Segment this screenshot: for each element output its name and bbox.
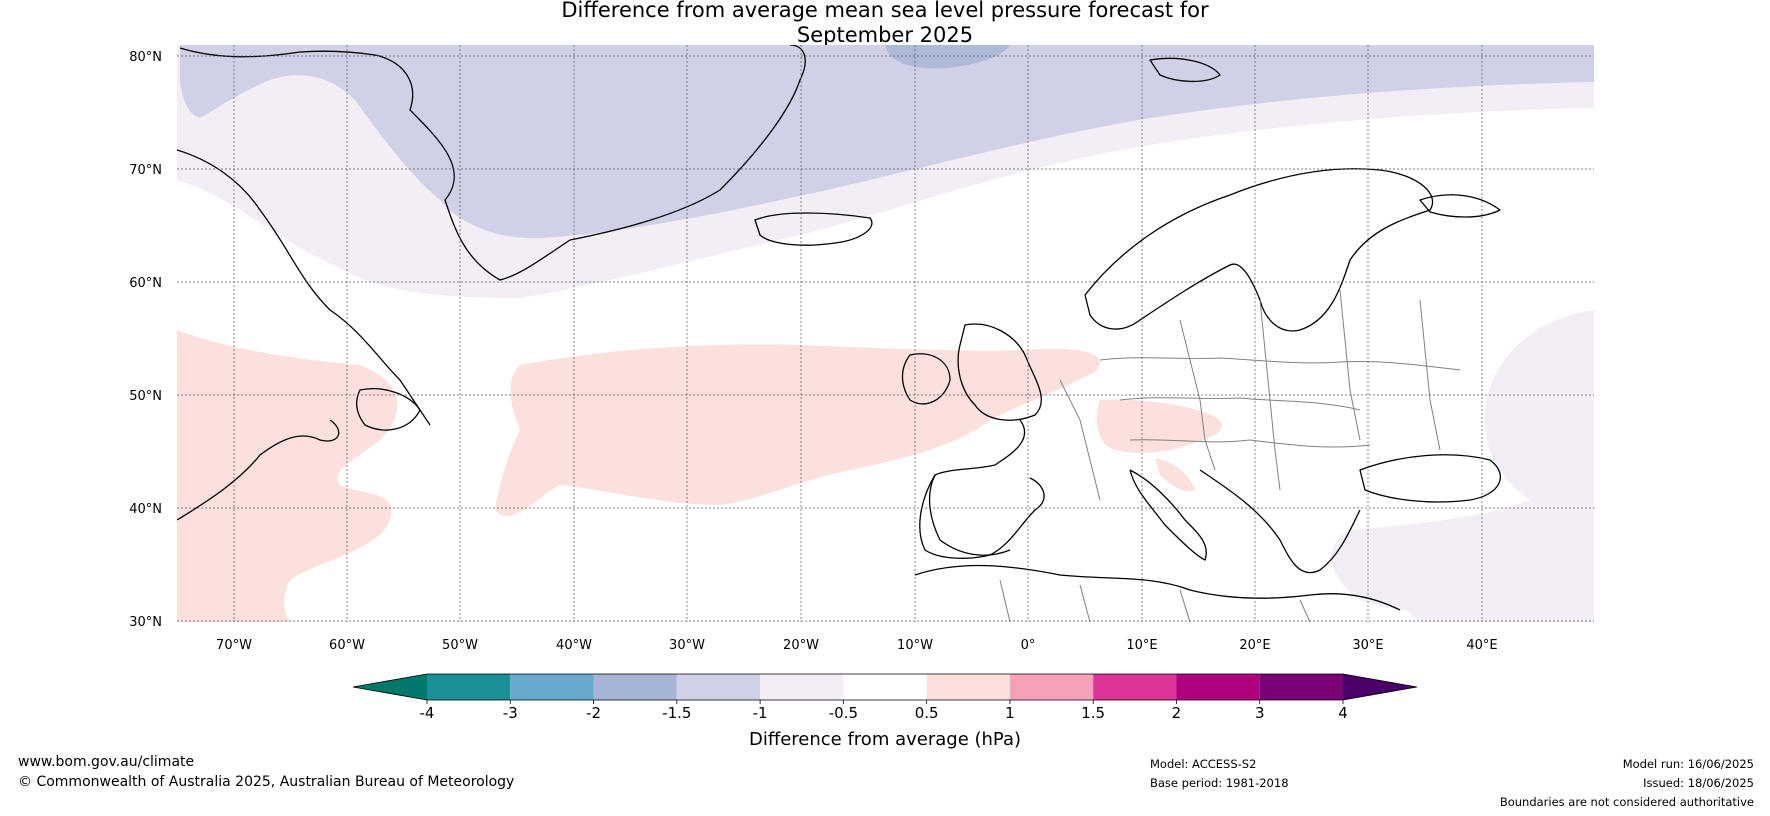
newfoundland-coastline: [356, 388, 421, 431]
colorbar-tick-label: 1: [1005, 704, 1015, 722]
colorbar-title: Difference from average (hPa): [749, 729, 1021, 750]
ireland-coastline: [901, 353, 951, 405]
lat-label: 30°N: [129, 615, 162, 630]
scandinavia-coastline: [1084, 168, 1434, 332]
colorbar-segment: [760, 674, 844, 700]
colorbar-tick-label: -2: [586, 704, 601, 722]
lon-label: 10°W: [897, 638, 933, 653]
model-text: Model: ACCESS-S2: [1150, 757, 1257, 771]
lon-label: 0°: [1021, 638, 1036, 653]
title-line-1: Difference from average mean sea level p…: [561, 0, 1209, 22]
colorbar-tick-label: 3: [1255, 704, 1265, 722]
colorbar-segment: [427, 674, 511, 700]
base-period-text: Base period: 1981-2018: [1150, 776, 1289, 790]
copyright-text: © Commonwealth of Australia 2025, Austra…: [18, 774, 515, 790]
svalbard-coastline: [1149, 57, 1221, 83]
longitude-labels: 70°W 60°W 50°W 40°W 30°W 20°W 10°W 0° 10…: [216, 638, 1498, 653]
strong-negative-region: [885, 45, 1010, 69]
africa-north-coastline: [914, 564, 1401, 611]
colorbar-over-triangle: [1343, 674, 1417, 700]
model-run-text: Model run: 16/06/2025: [1622, 757, 1754, 771]
lon-label: 20°E: [1239, 638, 1270, 653]
colorbar-segment: [1259, 674, 1343, 700]
lat-label: 50°N: [129, 389, 162, 404]
novaya-zemlya-coastline: [1419, 194, 1501, 218]
lon-label: 10°E: [1126, 638, 1157, 653]
italy-coastline: [1129, 469, 1207, 561]
lon-label: 20°W: [783, 638, 819, 653]
lon-label: 70°W: [216, 638, 252, 653]
colorbar-segment: [676, 674, 761, 700]
negative-anomaly-region: [180, 45, 1594, 239]
colorbar-tick-label: -4: [420, 704, 435, 722]
latitude-labels: 80°N 70°N 60°N 50°N 40°N 30°N: [129, 50, 162, 630]
colorbar-tick-label: 0.5: [915, 704, 939, 722]
country-boundaries: [999, 289, 1461, 622]
colorbar-tick-label: -1: [753, 704, 768, 722]
weak-negative-region-east-2: [1397, 480, 1594, 622]
british-isles-coastline: [957, 323, 1042, 421]
lon-label: 40°E: [1466, 638, 1497, 653]
lat-label: 60°N: [129, 276, 162, 291]
colorbar-tick-label: 1.5: [1081, 704, 1105, 722]
iberia-coastline: [919, 474, 1045, 559]
gridlines: [177, 45, 1594, 622]
lat-label: 70°N: [129, 163, 162, 178]
disclaimer-text: Boundaries are not considered authoritat…: [1499, 795, 1754, 809]
colorbar-tick-label: 4: [1338, 704, 1348, 722]
colorbar-tick-label: -0.5: [829, 704, 858, 722]
colorbar-segment: [1176, 674, 1260, 700]
colorbar-tick-label: 2: [1172, 704, 1182, 722]
positive-anomaly-region-atlantic: [495, 344, 1100, 517]
positive-anomaly-region-alps: [1096, 399, 1222, 453]
colorbar-tick-label: -1.5: [662, 704, 691, 722]
map-title: Difference from average mean sea level p…: [0, 0, 1770, 48]
colorbar-segment: [926, 674, 1010, 700]
black-sea-coastline: [1359, 454, 1502, 503]
lon-label: 50°W: [442, 638, 478, 653]
website-text: www.bom.gov.au/climate: [18, 754, 195, 770]
coastlines: [177, 45, 1502, 611]
greenland-north-coast: [179, 47, 376, 58]
map-area: [177, 45, 1594, 622]
colorbar: -4 -3 -2 -1.5 -1 -0.5 0.5 1 1.5 2 3 4 Difference fr…: [352, 673, 1418, 750]
lat-label: 40°N: [129, 502, 162, 517]
colorbar-segment: [593, 674, 677, 700]
lon-label: 40°W: [556, 638, 592, 653]
positive-anomaly-region-west: [177, 330, 398, 622]
colorbar-segment: [1009, 674, 1094, 700]
lon-label: 60°W: [329, 638, 365, 653]
colorbar-segment: [843, 674, 927, 700]
balkans-coastline: [1199, 469, 1361, 574]
lat-label: 80°N: [129, 50, 162, 65]
colorbar-segment: [510, 674, 594, 700]
title-line-2: September 2025: [796, 23, 974, 47]
north-america-east-coast: [177, 419, 340, 521]
labrador-coastline: [177, 149, 431, 426]
lon-label: 30°E: [1352, 638, 1383, 653]
colorbar-segment: [1093, 674, 1177, 700]
iceland-coastline: [754, 212, 873, 246]
greenland-coastline: [374, 45, 806, 281]
colorbar-under-triangle: [353, 674, 427, 700]
colorbar-tick-label: -3: [503, 704, 518, 722]
positive-anomaly-region-italy: [1155, 458, 1195, 492]
issued-text: Issued: 18/06/2025: [1643, 776, 1754, 790]
lon-label: 30°W: [669, 638, 705, 653]
